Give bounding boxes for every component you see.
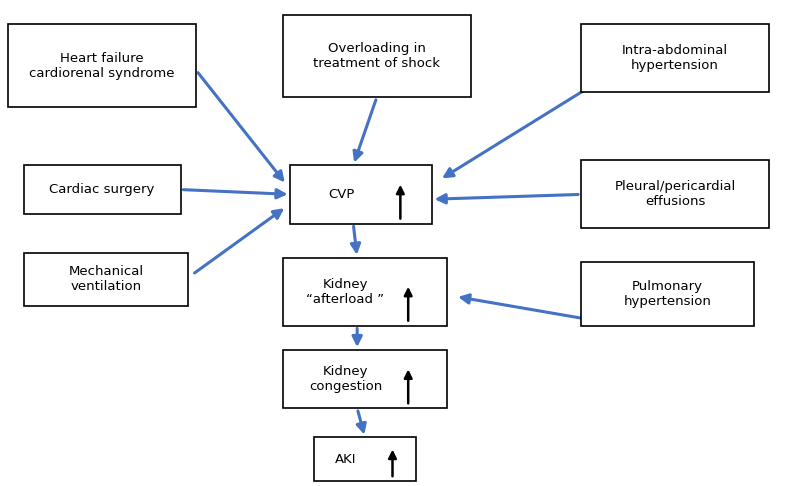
Text: Pleural/pericardial
effusions: Pleural/pericardial effusions [615,180,736,208]
FancyBboxPatch shape [283,350,447,408]
FancyBboxPatch shape [24,165,181,214]
Text: Heart failure
cardiorenal syndrome: Heart failure cardiorenal syndrome [29,52,175,80]
FancyBboxPatch shape [283,258,447,326]
Text: Kidney
“afterload ”: Kidney “afterload ” [306,278,385,306]
FancyBboxPatch shape [314,437,416,481]
FancyBboxPatch shape [8,24,196,107]
Text: Cardiac surgery: Cardiac surgery [49,183,155,196]
FancyBboxPatch shape [290,165,432,224]
Text: Overloading in
treatment of shock: Overloading in treatment of shock [313,42,440,70]
FancyBboxPatch shape [581,262,754,326]
FancyBboxPatch shape [581,24,769,92]
Text: Pulmonary
hypertension: Pulmonary hypertension [623,280,711,308]
Text: CVP: CVP [328,188,355,201]
Text: Intra-abdominal
hypertension: Intra-abdominal hypertension [622,44,728,72]
Text: Mechanical
ventilation: Mechanical ventilation [68,265,144,294]
FancyBboxPatch shape [581,160,769,228]
Text: Kidney
congestion: Kidney congestion [309,365,382,393]
Text: AKI: AKI [334,453,356,466]
FancyBboxPatch shape [24,253,188,306]
FancyBboxPatch shape [283,15,471,97]
